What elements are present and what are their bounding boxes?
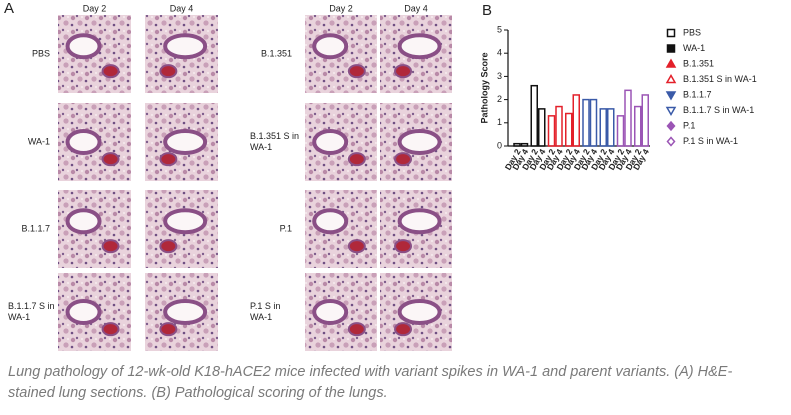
- legend-marker: [665, 91, 677, 101]
- row-label: P.1: [280, 223, 292, 233]
- vessel: [159, 322, 178, 337]
- legend-label: PBS: [683, 27, 701, 37]
- bar: [513, 142, 521, 147]
- vessel: [101, 239, 120, 254]
- legend-label: WA-1: [683, 43, 705, 53]
- legend-marker: [666, 44, 676, 53]
- airway: [163, 299, 208, 325]
- legend-label: P.1 S in WA-1: [683, 136, 738, 146]
- airway: [65, 299, 102, 325]
- bar: [641, 94, 649, 147]
- vessel: [394, 322, 413, 337]
- legend-label: B.1.1.7: [683, 89, 712, 99]
- airway: [312, 299, 349, 325]
- bar: [624, 89, 632, 147]
- vessel: [101, 152, 120, 167]
- figure-panels: A Day 2 Day 4 PBS WA-1 B.1.1.7 B.1.1.7 S in WA…: [4, 0, 757, 351]
- y-tick-label: 0: [497, 140, 502, 150]
- vessel: [159, 239, 178, 254]
- vessel: [101, 322, 120, 337]
- vessel: [394, 64, 413, 79]
- y-tick-label: 5: [497, 24, 502, 34]
- bar: [555, 105, 563, 147]
- legend-marker: [666, 136, 676, 147]
- y-tick-label: 3: [497, 71, 502, 81]
- airway: [163, 129, 208, 155]
- legend-marker: [665, 73, 677, 84]
- legend-marker: [665, 58, 677, 68]
- airway: [163, 208, 208, 235]
- row-label: P.1 S in WA-1: [250, 301, 280, 322]
- airway: [65, 208, 102, 235]
- vessel: [394, 239, 413, 254]
- bar: [582, 98, 590, 147]
- panel-label: B: [482, 2, 492, 19]
- legend-label: B.1.1.7 S in WA-1: [683, 105, 754, 115]
- legend-label: P.1: [683, 120, 695, 130]
- vessel: [347, 152, 366, 167]
- row-label: B.1.1.7: [21, 223, 50, 233]
- row-label: B.1.351: [261, 48, 292, 58]
- y-tick-label: 1: [497, 117, 502, 127]
- bar: [520, 142, 529, 147]
- vessel: [159, 152, 178, 167]
- vessel: [347, 64, 366, 79]
- bar: [547, 115, 556, 147]
- vessel: [347, 322, 366, 337]
- bar: [599, 108, 607, 147]
- airway: [397, 129, 442, 155]
- y-axis-label: Pathology Score: [479, 52, 489, 123]
- column-header: Day 4: [404, 3, 428, 13]
- y-tick-label: 4: [497, 48, 502, 58]
- airway: [65, 33, 102, 60]
- legend-label: B.1.351 S in WA-1: [683, 74, 757, 84]
- row-label: PBS: [32, 48, 50, 58]
- bar: [565, 112, 573, 147]
- bar: [589, 98, 598, 147]
- y-tick-label: 2: [497, 94, 502, 104]
- legend-label: B.1.351: [683, 58, 714, 68]
- airway: [65, 129, 102, 155]
- airway: [397, 299, 442, 325]
- legend-marker: [665, 106, 677, 117]
- airway: [397, 33, 442, 60]
- column-header: Day 4: [170, 3, 194, 13]
- legend-marker: [666, 120, 676, 132]
- caption: Lung pathology of 12-wk-old K18-hACE2 mi…: [8, 364, 733, 401]
- bar: [634, 105, 642, 147]
- airway: [312, 33, 349, 60]
- bar: [572, 94, 580, 147]
- airway: [397, 208, 442, 235]
- column-header: Day 2: [329, 3, 353, 13]
- column-header: Day 2: [83, 3, 107, 13]
- bar: [616, 115, 625, 147]
- airway: [312, 129, 349, 155]
- row-label: B.1.1.7 S in WA-1: [8, 301, 55, 322]
- histology-grid: Day 2 Day 4 PBS WA-1 B.1.1.7 B.1.1.7 S in WA-1…: [8, 3, 452, 351]
- bar: [607, 108, 615, 147]
- airway: [163, 33, 208, 60]
- legend-marker: [666, 28, 676, 38]
- row-label: WA-1: [28, 136, 50, 146]
- vessel: [347, 239, 366, 254]
- vessel: [159, 64, 178, 79]
- bar: [538, 108, 546, 147]
- vessel: [101, 64, 120, 79]
- panel-label: A: [4, 0, 14, 17]
- row-label: B.1.351 S in WA-1: [250, 131, 299, 152]
- airway: [312, 208, 349, 235]
- bar: [530, 84, 538, 147]
- vessel: [394, 152, 413, 167]
